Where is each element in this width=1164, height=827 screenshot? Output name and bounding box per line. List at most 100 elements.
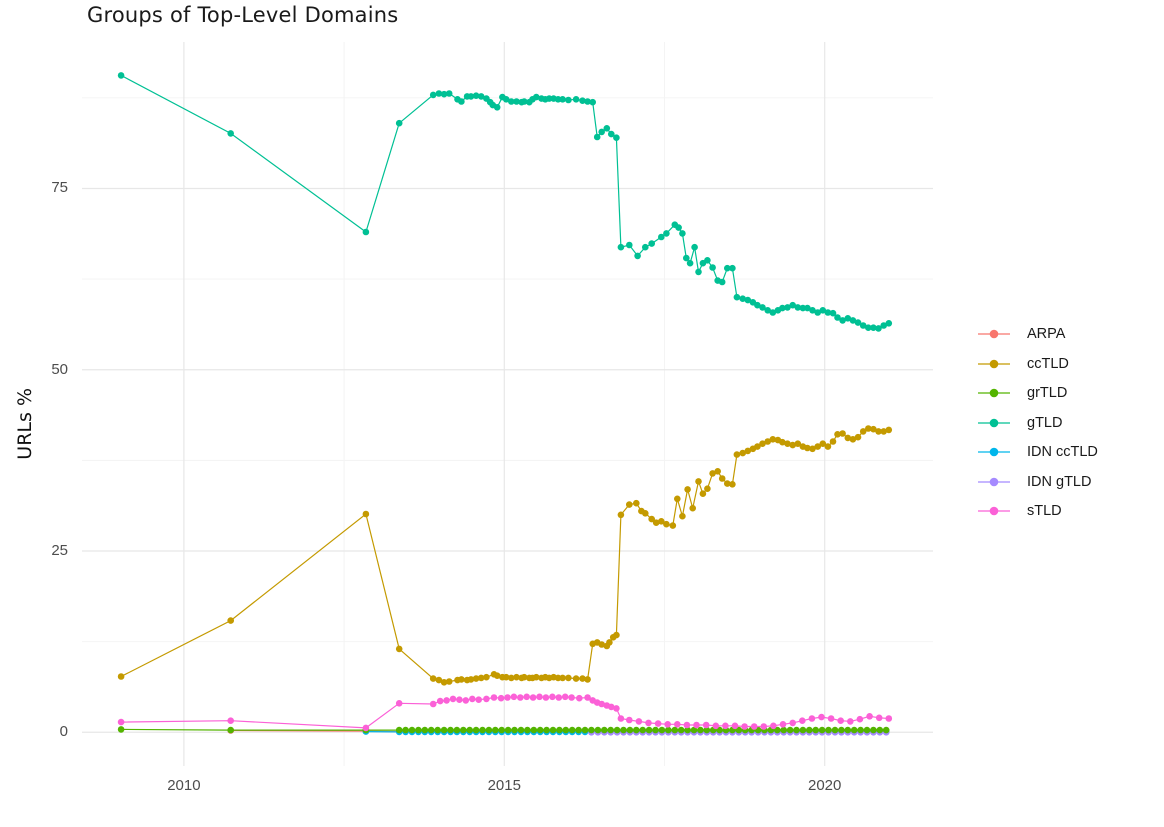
legend-key-icon: [978, 359, 1010, 368]
data-point-gtld: [440, 90, 448, 98]
data-point-gtld: [764, 307, 771, 314]
data-point-gtld: [754, 301, 761, 309]
data-point-grtld: [863, 726, 871, 734]
data-point-stld: [555, 694, 563, 701]
legend-key-icon: [978, 418, 1010, 427]
data-point-cctld: [744, 447, 752, 455]
data-point-cctld: [689, 504, 696, 512]
data-point-grtld: [735, 726, 743, 734]
legend-item-grtld: grTLD: [977, 380, 1067, 406]
legend-item-gtld: gTLD: [977, 410, 1062, 436]
data-point-cctld: [779, 438, 786, 446]
data-point-cctld: [865, 425, 872, 432]
data-point-stld: [490, 694, 498, 701]
data-point-gtld: [520, 98, 528, 105]
data-point-grtld: [117, 726, 125, 733]
data-point-cctld: [718, 475, 726, 482]
data-point-gtld: [839, 317, 846, 324]
data-point-grtld: [427, 726, 435, 734]
data-point-grtld: [504, 726, 512, 734]
data-point-cctld: [724, 480, 731, 487]
legend-key-icon: [978, 447, 1010, 457]
data-point-grtld: [530, 726, 538, 734]
data-point-cctld: [493, 672, 501, 679]
series-line-cctld: [120, 427, 889, 683]
data-point-grtld: [690, 726, 698, 734]
data-point-cctld: [520, 673, 528, 681]
data-point-stld: [847, 718, 854, 725]
legend-item-idn-cctld: IDN ccTLD: [977, 439, 1098, 465]
data-point-cctld: [759, 440, 766, 448]
data-point-stld: [693, 721, 700, 729]
data-point-cctld: [834, 431, 841, 438]
data-point-gtld: [739, 295, 746, 303]
legend-item-idn-gtld: IDN gTLD: [977, 469, 1091, 495]
data-point-grtld: [825, 726, 832, 734]
data-point-cctld: [435, 676, 443, 684]
data-point-grtld: [421, 726, 429, 734]
data-point-stld: [741, 723, 748, 730]
data-point-grtld: [857, 726, 864, 734]
data-point-grtld: [543, 726, 550, 734]
data-point-gtld: [683, 254, 690, 262]
data-point-cctld: [885, 426, 893, 434]
data-point-cctld: [572, 675, 580, 682]
data-point-gtld: [502, 96, 510, 103]
data-point-gtld: [718, 278, 726, 286]
data-point-gtld: [695, 268, 702, 276]
data-point-cctld: [477, 674, 485, 682]
data-point-stld: [712, 722, 720, 730]
data-point-grtld: [774, 726, 781, 734]
data-point-stld: [789, 719, 796, 727]
data-point-gtld: [880, 322, 887, 329]
data-point-grtld: [620, 726, 627, 734]
data-point-stld: [885, 715, 893, 722]
data-point-grtld: [850, 726, 858, 734]
data-point-cctld: [739, 449, 746, 457]
data-point-gtld: [584, 98, 591, 105]
data-point-gtld: [603, 125, 611, 132]
chart-title: Groups of Top-Level Domains: [87, 3, 399, 27]
data-point-grtld: [568, 726, 576, 734]
legend-item-arpa: ARPA: [977, 321, 1065, 347]
data-point-cctld: [642, 510, 649, 517]
data-point-stld: [517, 694, 524, 701]
legend-label: gTLD: [1027, 414, 1063, 431]
data-point-cctld: [613, 631, 620, 639]
data-point-cctld: [617, 511, 625, 519]
data-point-gtld: [814, 309, 821, 316]
data-point-stld: [654, 720, 662, 727]
x-tick-label: 2020: [808, 777, 842, 794]
data-point-cctld: [674, 495, 681, 503]
data-point-grtld: [882, 726, 890, 734]
data-point-grtld: [780, 726, 787, 734]
data-point-cctld: [704, 485, 711, 493]
data-point-gtld: [598, 128, 605, 136]
data-point-grtld: [684, 726, 691, 734]
y-tick-label: 25: [51, 542, 68, 559]
y-tick-label: 0: [59, 723, 68, 741]
data-point-cctld: [824, 443, 832, 450]
data-point-grtld: [440, 726, 448, 734]
data-point-gtld: [724, 264, 731, 272]
data-point-cctld: [458, 676, 465, 683]
data-point-cctld: [870, 425, 877, 433]
data-point-gtld: [227, 130, 234, 137]
data-point-stld: [475, 696, 483, 703]
data-point-gtld: [613, 134, 620, 141]
data-point-stld: [523, 693, 530, 701]
data-point-stld: [875, 714, 883, 722]
data-point-cctld: [784, 440, 791, 448]
data-point-grtld: [466, 726, 474, 734]
data-point-stld: [598, 700, 605, 708]
data-point-cctld: [714, 468, 721, 475]
data-point-stld: [462, 697, 470, 704]
data-point-gtld: [769, 309, 777, 316]
legend-key-icon: [978, 329, 1010, 339]
data-point-gtld: [626, 241, 633, 249]
data-point-gtld: [608, 130, 615, 138]
data-point-grtld: [556, 726, 563, 734]
data-point-cctld: [584, 676, 591, 683]
data-point-gtld: [593, 133, 601, 141]
data-point-cctld: [440, 679, 448, 686]
